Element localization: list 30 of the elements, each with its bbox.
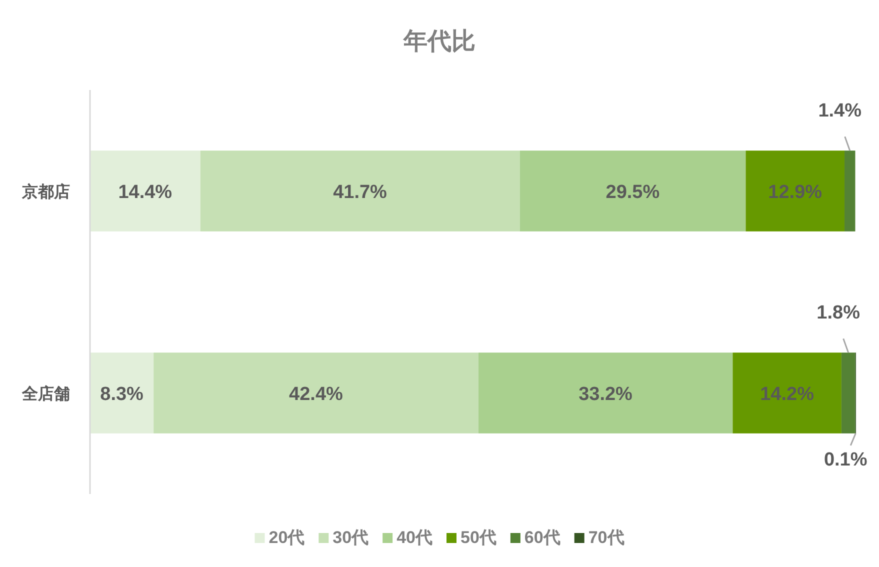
data-label: 14.4% [118,182,172,203]
bar [154,352,478,434]
bar [478,352,733,434]
bar [200,150,520,232]
data-label: 41.7% [333,182,388,203]
data-label: 1.4% [818,100,862,122]
legend-label: 30代 [332,528,369,547]
bar [746,150,845,232]
data-label: 8.3% [100,384,144,405]
bar [732,352,842,434]
legend-label: 50代 [460,528,496,547]
bar [90,150,200,232]
data-label: 1.8% [816,302,860,324]
legend-label: 20代 [268,528,305,547]
data-label: 29.5% [606,182,660,203]
bar [841,352,856,434]
y-tick-label: 京都店 [21,182,70,201]
chart-title: 年代比 [402,28,476,55]
data-label: 0.1% [824,449,868,470]
bar [844,150,856,232]
legend-label: 70代 [588,528,624,547]
legend-label: 40代 [396,528,432,547]
y-tick-label: 全店舗 [21,384,70,403]
legend-label: 60代 [524,528,560,547]
data-label: 14.2% [760,384,814,405]
data-label: 33.2% [578,384,633,405]
bar [520,150,746,232]
data-label: 12.9% [768,182,822,203]
bar [90,352,154,434]
data-label: 42.4% [289,384,344,405]
